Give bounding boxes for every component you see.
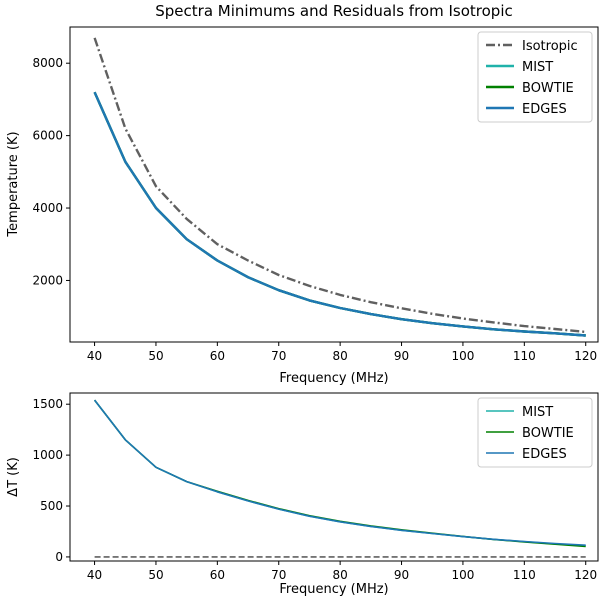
series-line-isotropic	[93, 37, 586, 334]
x-tick-label: 80	[332, 349, 347, 363]
x-tick-label: 40	[87, 568, 102, 582]
residual-x-axis-label: Frequency (MHz)	[279, 582, 388, 597]
series-line-edges	[93, 399, 586, 546]
chart-title: Spectra Minimums and Residuals from Isot…	[155, 2, 512, 20]
legend-label-edges: EDGES	[522, 447, 567, 462]
temperature-x-ticks: 40 50 60 70 80 90 100 110 120	[87, 342, 597, 363]
y-tick-label: 1500	[32, 397, 63, 411]
x-tick-label: 50	[148, 568, 163, 582]
residual-y-axis-label: ΔT (K)	[6, 457, 21, 497]
y-tick-label: 1000	[32, 448, 63, 462]
temperature-plot: 40 50 60 70 80 90 100 110 120 2000 4000 6000 8000 F…	[6, 26, 599, 386]
x-tick-label: 120	[574, 568, 597, 582]
x-tick-label: 40	[87, 349, 102, 363]
temperature-plot-frame	[69, 26, 599, 343]
legend-label-mist: MIST	[522, 60, 553, 75]
x-tick-label: 60	[210, 568, 225, 582]
series-line-bowtie	[93, 91, 586, 337]
legend-label-edges: EDGES	[522, 102, 567, 117]
x-tick-label: 60	[210, 349, 225, 363]
x-tick-label: 90	[394, 349, 409, 363]
x-tick-label: 100	[451, 349, 474, 363]
residual-y-ticks: 0 500 1000 1500	[32, 397, 70, 564]
x-tick-label: 110	[513, 349, 536, 363]
x-tick-label: 90	[394, 568, 409, 582]
y-tick-label: 0	[55, 550, 63, 564]
x-tick-label: 100	[451, 568, 474, 582]
x-tick-label: 120	[574, 349, 597, 363]
temperature-x-axis-label: Frequency (MHz)	[279, 371, 388, 386]
x-tick-label: 110	[513, 568, 536, 582]
y-tick-label: 6000	[32, 129, 63, 143]
residual-lines	[93, 399, 586, 558]
legend-label-mist: MIST	[522, 405, 553, 420]
series-line-mist	[93, 91, 586, 337]
residual-legend: MIST BOWTIE EDGES	[477, 397, 593, 468]
x-tick-label: 70	[271, 568, 286, 582]
temperature-y-axis-label: Temperature (K)	[6, 131, 21, 237]
temperature-legend: Isotropic MIST BOWTIE EDGES	[477, 31, 593, 123]
residual-plot: 40 50 60 70 80 90 100 110 120 0 500 1000 1500 Frequ…	[6, 392, 599, 597]
y-tick-label: 500	[40, 499, 63, 513]
legend-label-isotropic: Isotropic	[522, 39, 578, 54]
series-line-edges	[93, 91, 586, 337]
y-tick-label: 2000	[32, 273, 63, 287]
temperature-lines	[93, 37, 586, 337]
x-tick-label: 50	[148, 349, 163, 363]
residual-plot-frame	[69, 392, 599, 562]
residual-x-ticks: 40 50 60 70 80 90 100 110 120	[87, 561, 597, 582]
x-tick-label: 80	[332, 568, 347, 582]
legend-label-bowtie: BOWTIE	[522, 81, 574, 96]
legend-label-bowtie: BOWTIE	[522, 426, 574, 441]
x-tick-label: 70	[271, 349, 286, 363]
legend-box	[477, 397, 593, 468]
y-tick-label: 8000	[32, 56, 63, 70]
y-tick-label: 4000	[32, 201, 63, 215]
temperature-y-ticks: 2000 4000 6000 8000	[32, 56, 70, 287]
legend-box	[477, 31, 593, 123]
